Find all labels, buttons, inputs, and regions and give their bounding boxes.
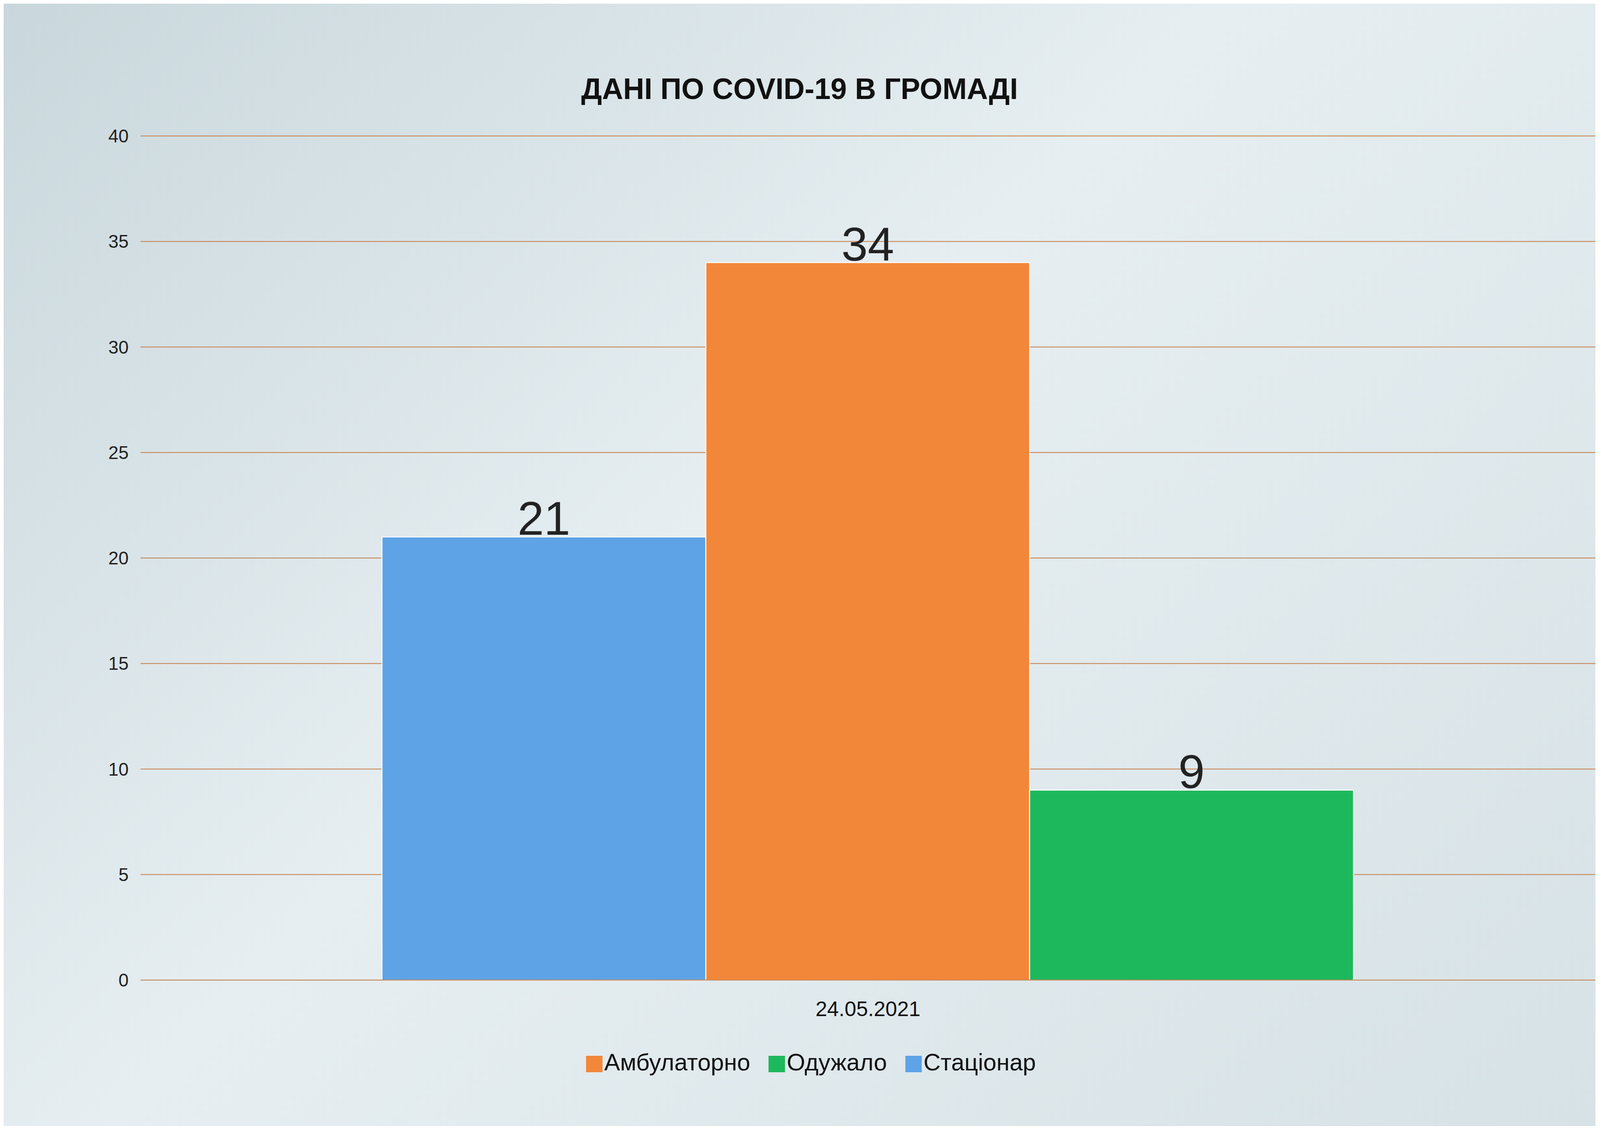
svg-text:9: 9	[1178, 744, 1206, 798]
svg-text:25: 25	[108, 442, 130, 463]
html-text:Амбулаторно: Амбулаторно	[604, 1048, 751, 1076]
svg-text:34: 34	[841, 217, 895, 271]
svg-text:0: 0	[118, 969, 129, 990]
html-text:Стаціонар: Стаціонар	[923, 1048, 1036, 1076]
svg-text:24.05.2021: 24.05.2021	[815, 996, 921, 1021]
html-text:Одужало: Одужало	[786, 1048, 887, 1076]
svg-text:5: 5	[118, 864, 129, 885]
svg-text:40: 40	[108, 125, 130, 146]
svg-text:15: 15	[108, 653, 130, 674]
svg-text:35: 35	[108, 231, 130, 252]
svg-text:20: 20	[108, 547, 130, 568]
svg-text:10: 10	[108, 758, 130, 780]
html-text:ДАНІ ПО COVID-19 В ГРОМАДІ: ДАНІ ПО COVID-19 В ГРОМАДІ	[581, 72, 1018, 106]
svg-text:21: 21	[517, 491, 571, 545]
svg-text:30: 30	[108, 337, 130, 358]
